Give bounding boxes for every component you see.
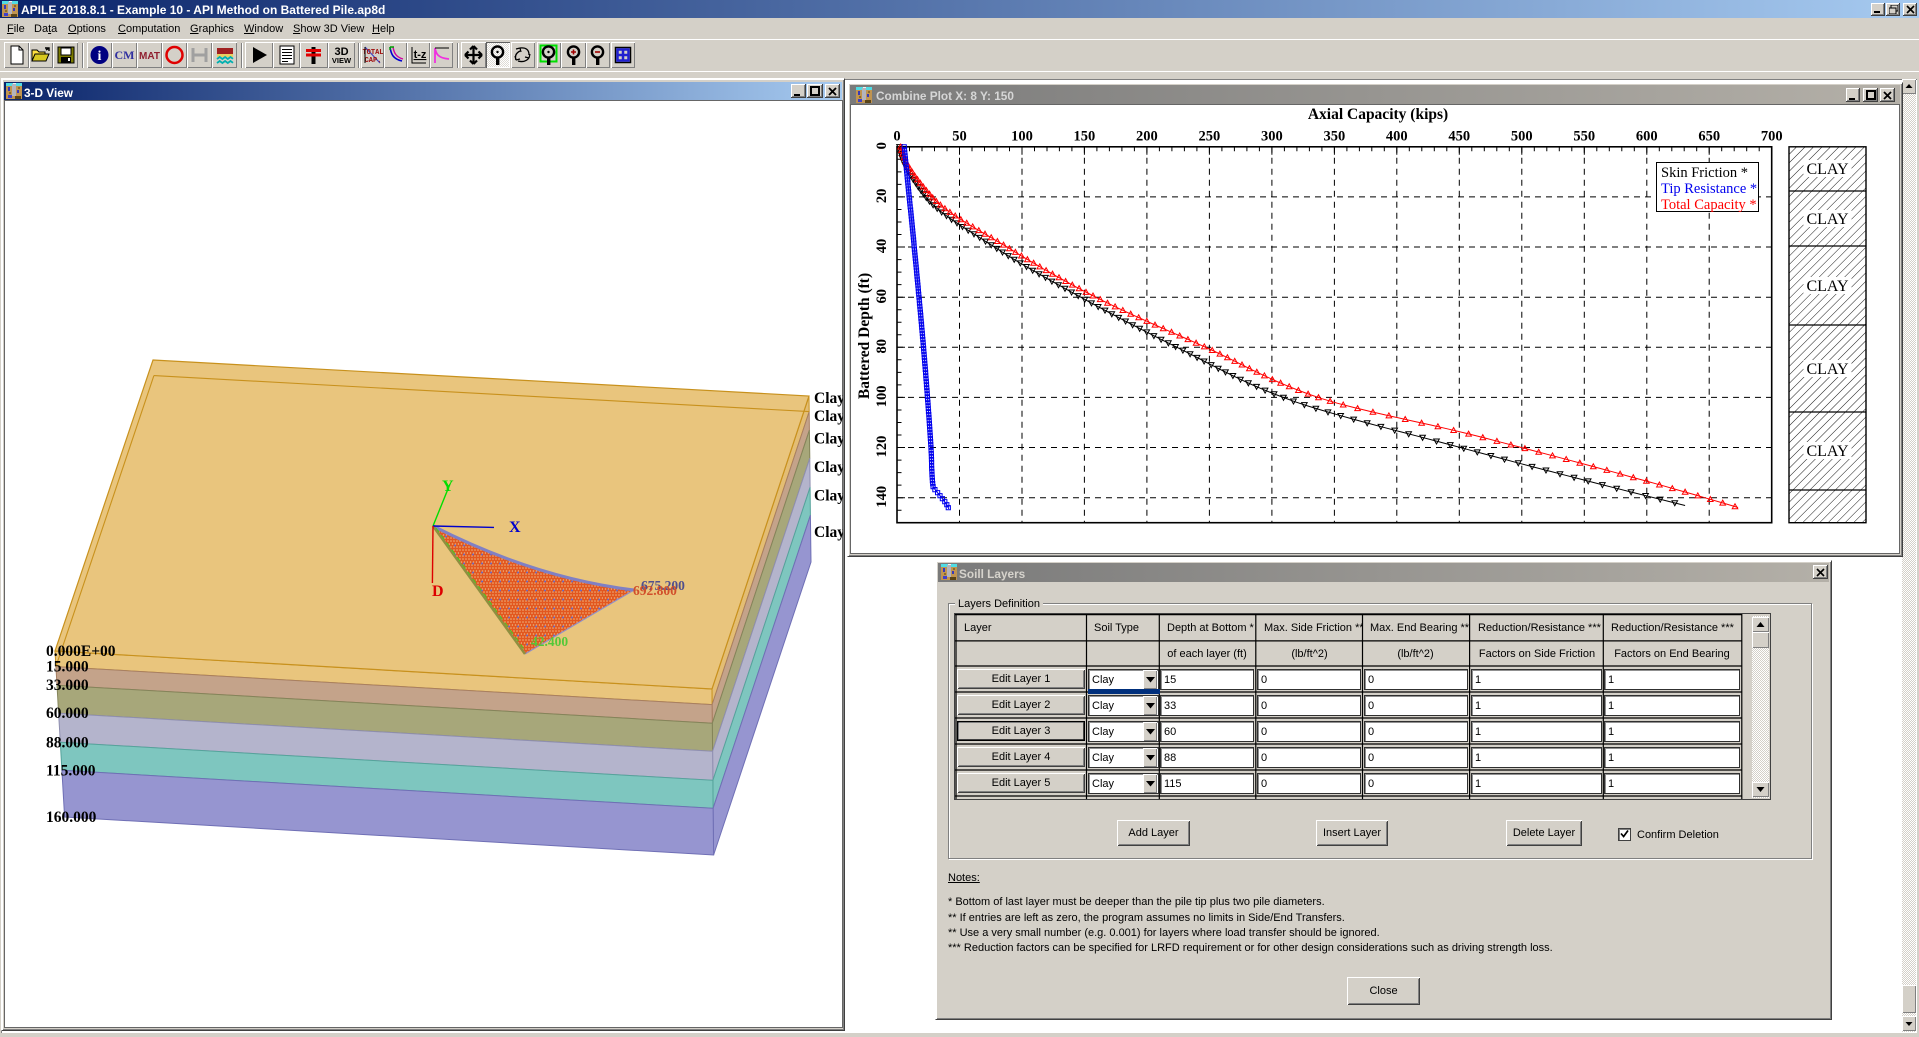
svg-text:3D: 3D [334,46,348,58]
svg-text:Battered Depth (ft): Battered Depth (ft) [856,273,873,399]
svg-text:500: 500 [1511,129,1533,145]
svg-text:300: 300 [1261,129,1283,145]
svg-text:650: 650 [1698,129,1720,145]
svg-text:VIEW: VIEW [332,56,352,65]
svg-text:60.000: 60.000 [46,705,89,722]
svg-text:CLAY: CLAY [1806,211,1849,228]
svg-text:Tip Resistance *: Tip Resistance * [1661,181,1757,197]
svg-text:20: 20 [874,189,890,204]
svg-text:Total Capacity *: Total Capacity * [1661,197,1757,213]
svg-text:0.000E+00: 0.000E+00 [46,643,116,660]
svg-text:0: 0 [874,142,890,149]
svg-text:42.400: 42.400 [531,634,568,649]
svg-text:115.000: 115.000 [46,762,96,779]
svg-text:700: 700 [1761,129,1783,145]
svg-text:250: 250 [1199,129,1221,145]
svg-text:CLAY: CLAY [1806,161,1849,178]
svg-text:550: 550 [1573,129,1595,145]
svg-text:160.000: 160.000 [46,809,97,826]
svg-text:Y: Y [442,478,454,495]
svg-text:CAP.: CAP. [365,57,382,65]
svg-text:100: 100 [874,386,890,408]
svg-text:400: 400 [1386,129,1408,145]
svg-text:15.000: 15.000 [46,659,89,676]
svg-text:CM: CM [115,48,135,62]
svg-text:200: 200 [1136,129,1158,145]
svg-text:100: 100 [1011,129,1033,145]
svg-text:MAT: MAT [139,51,160,62]
svg-text:0: 0 [893,129,900,145]
svg-text:CLAY: CLAY [1806,278,1849,295]
svg-text:60: 60 [874,289,890,304]
svg-text:350: 350 [1324,129,1346,145]
svg-text:Clay: Clay [814,524,843,541]
svg-text:33.000: 33.000 [46,677,89,694]
svg-text:X: X [509,519,521,536]
svg-text:Skin Friction *: Skin Friction * [1661,165,1748,181]
svg-text:Axial Capacity (kips): Axial Capacity (kips) [1308,106,1448,123]
svg-text:50: 50 [952,129,967,145]
svg-text:Clay: Clay [814,390,843,407]
svg-text:D: D [432,583,444,600]
svg-text:Clay: Clay [814,408,843,425]
svg-text:140: 140 [874,486,890,508]
svg-text:150: 150 [1074,129,1096,145]
svg-text:120: 120 [874,436,890,458]
svg-text:Clay: Clay [814,431,843,448]
svg-text:80: 80 [874,339,890,354]
svg-text:600: 600 [1636,129,1658,145]
svg-text:675.200: 675.200 [641,578,685,593]
svg-text:TOTAL: TOTAL [362,49,383,57]
svg-text:t-z: t-z [414,49,427,61]
svg-text:692.800: 692.800 [633,583,677,598]
svg-text:450: 450 [1448,129,1470,145]
svg-text:88.000: 88.000 [46,734,89,751]
svg-text:40: 40 [874,239,890,254]
svg-text:Clay: Clay [814,459,843,476]
svg-text:CLAY: CLAY [1806,361,1849,378]
svg-text:Clay: Clay [814,487,843,504]
svg-text:i: i [98,49,102,64]
svg-text:CLAY: CLAY [1806,443,1849,460]
